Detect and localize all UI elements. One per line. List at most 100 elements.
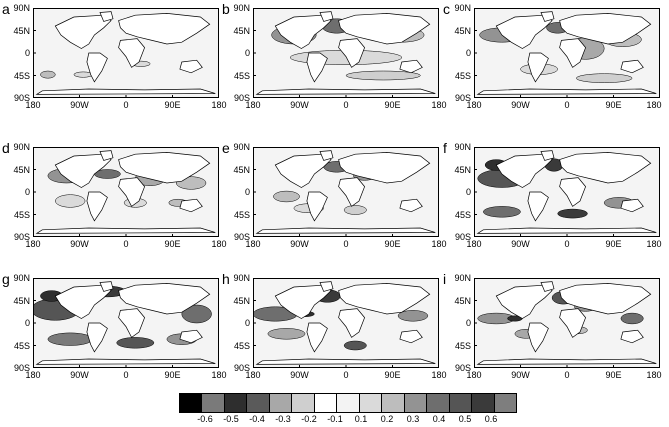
longitude-tick-label: 90W bbox=[70, 370, 89, 380]
longitude-tick-label: 90E bbox=[605, 370, 622, 380]
panel-label: a bbox=[2, 1, 10, 17]
longitude-tick-label: 180 bbox=[431, 370, 447, 380]
anomaly-contour bbox=[557, 208, 588, 219]
land-outline bbox=[495, 153, 553, 188]
land-outline bbox=[99, 11, 114, 22]
latitude-tick-label: 90N bbox=[233, 273, 250, 283]
map-plot-d bbox=[33, 147, 219, 237]
map-plot-a bbox=[33, 8, 219, 98]
land-outline bbox=[179, 329, 203, 344]
land-outline bbox=[559, 177, 587, 207]
colorbar-tick-label: 0.3 bbox=[406, 414, 420, 424]
land-outline bbox=[118, 308, 146, 338]
land-outline bbox=[495, 284, 553, 319]
land-outline bbox=[99, 281, 114, 292]
land-outline bbox=[338, 308, 366, 338]
panel-label: b bbox=[222, 1, 230, 17]
latitude-tick-label: 90S bbox=[233, 93, 250, 103]
latitude-tick-label: 45N bbox=[454, 295, 471, 306]
longitude-tick-label: 0 bbox=[343, 370, 349, 380]
colorbar-tick-label: -0.3 bbox=[275, 414, 291, 424]
map-panel-f bbox=[474, 147, 660, 237]
latitude-tick-label: 90N bbox=[454, 142, 471, 152]
land-outline bbox=[179, 59, 203, 74]
longitude-tick-label: 90W bbox=[70, 239, 89, 249]
anomaly-contour bbox=[345, 70, 421, 81]
longitude-tick-label: 180 bbox=[211, 370, 227, 380]
map-panel-h bbox=[253, 278, 439, 368]
land-outline bbox=[255, 88, 436, 95]
longitude-tick-label: 90W bbox=[290, 370, 309, 380]
longitude-tick-label: 90E bbox=[164, 370, 181, 380]
map-plot-b bbox=[253, 8, 439, 98]
map-plot-c bbox=[474, 8, 660, 98]
colorbar-swatch bbox=[426, 394, 449, 412]
land-outline bbox=[306, 191, 328, 222]
anomaly-contour bbox=[397, 310, 429, 322]
land-outline bbox=[540, 281, 555, 292]
latitude-tick-label: 45S bbox=[454, 340, 471, 351]
land-outline bbox=[527, 322, 549, 353]
longitude-tick-label: 180 bbox=[245, 100, 261, 110]
longitude-tick-label: 0 bbox=[564, 370, 570, 380]
land-outline bbox=[35, 358, 216, 365]
latitude-tick-label: 90S bbox=[454, 363, 471, 373]
land-outline bbox=[620, 329, 644, 344]
land-outline bbox=[255, 358, 436, 365]
colorbar-swatch bbox=[336, 394, 359, 412]
anomaly-contour bbox=[40, 70, 56, 79]
land-outline bbox=[54, 153, 112, 188]
land-outline bbox=[620, 59, 644, 74]
colorbar-swatch bbox=[268, 394, 292, 412]
colorbar-swatch bbox=[201, 394, 224, 412]
longitude-tick-label: 0 bbox=[123, 239, 129, 249]
longitude-tick-label: 90E bbox=[164, 239, 181, 249]
map-panel-a bbox=[33, 8, 219, 98]
longitude-tick-label: 180 bbox=[431, 100, 447, 110]
longitude-tick-label: 180 bbox=[466, 239, 482, 249]
anomaly-contour bbox=[620, 312, 644, 325]
latitude-tick-label: 45N bbox=[233, 25, 250, 36]
colorbar-swatch bbox=[180, 394, 202, 412]
map-panel-i bbox=[474, 278, 660, 368]
latitude-tick-label: 90N bbox=[454, 3, 471, 13]
land-outline bbox=[527, 191, 549, 222]
longitude-tick-label: 90W bbox=[70, 100, 89, 110]
land-outline bbox=[35, 227, 216, 234]
land-outline bbox=[399, 329, 423, 344]
map-panel-e bbox=[253, 147, 439, 237]
latitude-tick-label: 45S bbox=[13, 209, 30, 220]
land-outline bbox=[476, 88, 657, 95]
longitude-tick-label: 90E bbox=[384, 100, 401, 110]
longitude-tick-label: 90W bbox=[511, 370, 530, 380]
map-panel-g bbox=[33, 278, 219, 368]
colorbar-tick-label: 0.2 bbox=[380, 414, 394, 424]
longitude-tick-label: 0 bbox=[564, 239, 570, 249]
panel-label: g bbox=[2, 271, 10, 287]
longitude-tick-label: 90W bbox=[511, 100, 530, 110]
latitude-tick-label: 90S bbox=[13, 232, 30, 242]
longitude-tick-label: 180 bbox=[466, 370, 482, 380]
land-outline bbox=[35, 88, 216, 95]
panel-label: h bbox=[222, 271, 230, 287]
latitude-tick-label: 45N bbox=[454, 25, 471, 36]
longitude-tick-label: 90W bbox=[290, 100, 309, 110]
longitude-tick-label: 90E bbox=[164, 100, 181, 110]
latitude-tick-label: 45N bbox=[13, 295, 30, 306]
panel-label: f bbox=[443, 140, 447, 156]
latitude-tick-label: 90S bbox=[233, 363, 250, 373]
longitude-tick-label: 90W bbox=[290, 239, 309, 249]
land-outline bbox=[338, 283, 431, 315]
longitude-tick-label: 180 bbox=[245, 239, 261, 249]
longitude-tick-label: 180 bbox=[25, 370, 41, 380]
longitude-tick-label: 0 bbox=[343, 100, 349, 110]
colorbar-tick-labels: -0.6 -0.5 -0.4 -0.3 -0.2 -0.1 0.1 0.2 0.3 0.4 0.5 0… bbox=[179, 414, 517, 426]
latitude-tick-label: 45N bbox=[233, 164, 250, 175]
map-plot-g bbox=[33, 278, 219, 368]
longitude-tick-label: 90E bbox=[384, 239, 401, 249]
latitude-tick-label: 90S bbox=[233, 232, 250, 242]
longitude-tick-label: 0 bbox=[343, 239, 349, 249]
latitude-tick-label: 90N bbox=[13, 142, 30, 152]
colorbar-tick-label: -0.5 bbox=[223, 414, 239, 424]
map-plot-e bbox=[253, 147, 439, 237]
